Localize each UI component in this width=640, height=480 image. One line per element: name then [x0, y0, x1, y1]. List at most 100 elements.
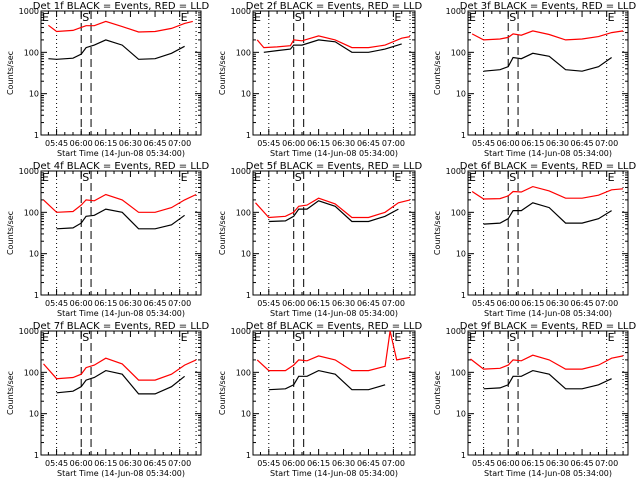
y-tick-label: 100	[24, 48, 39, 57]
sun-marker-label: S	[509, 171, 516, 184]
series-lld-line	[471, 30, 624, 41]
y-tick-label: 100	[236, 368, 251, 377]
x-tick-label: 06:00	[282, 139, 305, 148]
x-axis-label: Start Time (14-Jun-08 05:34:00)	[484, 149, 612, 158]
y-axis-label: Counts/sec	[433, 51, 442, 95]
x-tick-label: 05:45	[257, 459, 280, 468]
x-tick-label: 06:30	[546, 299, 569, 308]
y-axis-label: Counts/sec	[433, 211, 442, 255]
end-marker-label: E	[608, 11, 615, 24]
plot-frame	[252, 10, 416, 136]
end-marker-label: E	[608, 171, 615, 184]
x-axis-label: Start Time (14-Jun-08 05:34:00)	[270, 309, 398, 318]
x-tick-label: 06:45	[357, 299, 380, 308]
panel-9: Det 9f BLACK = Events, RED = LLD 1 10 100 10…	[433, 321, 636, 478]
series-events-line	[48, 39, 185, 60]
x-tick-label: 06:30	[546, 459, 569, 468]
x-tick-label: 07:00	[382, 139, 405, 148]
x-tick-label: 06:45	[571, 459, 594, 468]
x-tick-label: 06:30	[332, 139, 355, 148]
x-tick-label: 07:00	[595, 139, 618, 148]
x-tick-label: 06:30	[119, 139, 142, 148]
y-axis-label: Counts/sec	[218, 211, 227, 255]
y-tick-label: 1000	[19, 167, 39, 176]
panel-2: Det 2f BLACK = Events, RED = LLD 1 10 100 10…	[218, 1, 422, 158]
x-axis-label: Start Time (14-Jun-08 05:34:00)	[270, 469, 398, 478]
plot-frame	[252, 170, 416, 296]
panel-title: Det 8f BLACK = Events, RED = LLD	[246, 321, 423, 332]
panel-4: Det 4f BLACK = Events, RED = LLD 1 10 100 10…	[6, 161, 209, 318]
x-tick-label: 06:00	[497, 139, 520, 148]
sun-marker-label: S	[295, 11, 302, 24]
y-axis-label: Counts/sec	[6, 211, 15, 255]
x-tick-label: 06:00	[497, 459, 520, 468]
end-marker-label: E	[181, 11, 188, 24]
series-lld-line	[470, 354, 624, 370]
end-marker-label: E	[608, 331, 615, 344]
y-tick-label: 10	[456, 250, 466, 259]
panel-title: Det 7f BLACK = Events, RED = LLD	[33, 321, 210, 332]
y-tick-label: 1000	[446, 327, 466, 336]
series-events-line	[56, 208, 185, 230]
x-tick-label: 06:30	[119, 299, 142, 308]
x-tick-label: 06:30	[332, 459, 355, 468]
panel-title: Det 9f BLACK = Events, RED = LLD	[460, 321, 637, 332]
y-tick-label: 1	[34, 291, 39, 300]
x-tick-label: 06:15	[521, 459, 544, 468]
x-tick-label: 07:00	[382, 459, 405, 468]
x-axis-label: Start Time (14-Jun-08 05:34:00)	[57, 149, 185, 158]
y-axis-label: Counts/sec	[6, 51, 15, 95]
end-marker-label: E	[394, 331, 401, 344]
y-tick-label: 1	[34, 451, 39, 460]
y-tick-label: 100	[24, 368, 39, 377]
plot-frame	[467, 330, 629, 456]
x-tick-label: 06:45	[357, 459, 380, 468]
y-tick-label: 1	[246, 131, 251, 140]
x-tick-label: 07:00	[168, 459, 191, 468]
y-axis-label: Counts/sec	[433, 371, 442, 415]
x-tick-label: 07:00	[168, 299, 191, 308]
x-tick-label: 06:30	[119, 459, 142, 468]
x-tick-label: 05:45	[45, 139, 68, 148]
panel-3: Det 3f BLACK = Events, RED = LLD 1 10 100 10…	[433, 1, 636, 158]
panel-8: Det 8f BLACK = Events, RED = LLD 1 10 100 10…	[218, 321, 422, 478]
y-tick-label: 100	[451, 368, 466, 377]
y-tick-label: 1000	[231, 327, 251, 336]
plot-frame	[252, 330, 416, 456]
y-tick-label: 10	[29, 410, 39, 419]
start-marker-label: E	[42, 171, 49, 184]
series-lld-line	[256, 330, 411, 372]
x-tick-label: 07:00	[595, 459, 618, 468]
x-tick-label: 06:15	[307, 299, 330, 308]
series-events-line	[269, 371, 397, 390]
series-lld-line	[43, 357, 197, 381]
x-tick-label: 06:00	[70, 139, 93, 148]
series-lld-line	[255, 197, 411, 219]
y-tick-label: 10	[29, 90, 39, 99]
plot-frame	[40, 10, 202, 136]
x-tick-label: 06:15	[521, 139, 544, 148]
panel-title: Det 5f BLACK = Events, RED = LLD	[246, 161, 423, 172]
panel-7: Det 7f BLACK = Events, RED = LLD 1 10 100 10…	[6, 321, 209, 478]
x-tick-label: 06:00	[497, 299, 520, 308]
plot-frame	[467, 10, 629, 136]
sun-marker-label: S	[82, 171, 89, 184]
series-events-line	[56, 369, 185, 395]
sun-marker-label: S	[509, 331, 516, 344]
start-marker-label: E	[469, 331, 476, 344]
y-tick-label: 1000	[19, 7, 39, 16]
end-marker-label: E	[394, 171, 401, 184]
y-tick-label: 10	[29, 250, 39, 259]
x-tick-label: 06:15	[521, 299, 544, 308]
sun-marker-label: S	[82, 11, 89, 24]
panel-title: Det 4f BLACK = Events, RED = LLD	[33, 161, 210, 172]
x-tick-label: 06:15	[94, 139, 117, 148]
x-tick-label: 05:45	[257, 299, 280, 308]
series-lld-line	[43, 193, 197, 213]
y-axis-label: Counts/sec	[218, 51, 227, 95]
sun-marker-label: S	[295, 171, 302, 184]
panel-title: Det 2f BLACK = Events, RED = LLD	[246, 1, 423, 12]
x-tick-label: 05:45	[472, 299, 495, 308]
x-tick-label: 06:15	[307, 139, 330, 148]
x-tick-label: 06:45	[144, 139, 167, 148]
